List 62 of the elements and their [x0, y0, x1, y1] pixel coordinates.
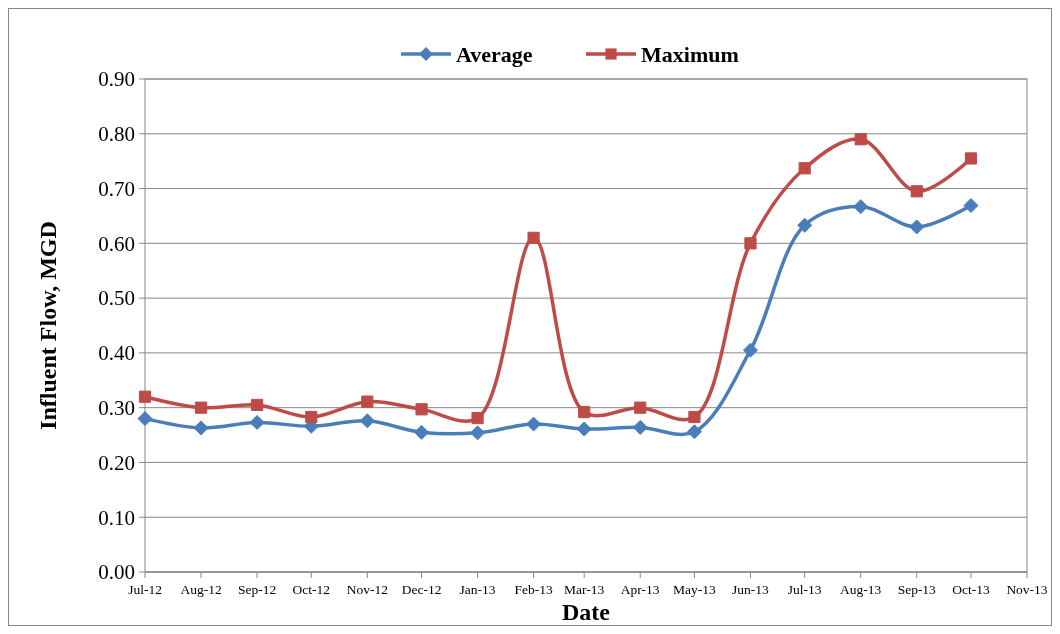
y-tick-label: 0.40 — [98, 341, 135, 366]
point — [527, 231, 540, 244]
point — [578, 405, 591, 419]
point — [910, 185, 923, 198]
point — [576, 421, 592, 437]
point — [470, 425, 486, 441]
y-tick-label: 0.30 — [98, 396, 135, 421]
y-tick-label: 0.00 — [98, 560, 135, 585]
point — [305, 410, 318, 424]
x-tick-label: May-13 — [673, 582, 717, 597]
point — [415, 403, 428, 416]
y-tick-label: 0.90 — [98, 67, 135, 92]
point — [138, 390, 152, 403]
x-tick-label: Oct-13 — [952, 582, 990, 597]
point — [193, 420, 209, 436]
point — [471, 411, 484, 425]
point — [250, 398, 264, 412]
point — [414, 424, 430, 440]
point — [744, 237, 757, 250]
x-tick-label: Jul-12 — [128, 582, 162, 597]
x-tick-label: Jul-13 — [787, 582, 822, 597]
x-tick-label: Oct-12 — [292, 582, 331, 597]
y-tick-label: 0.50 — [98, 286, 135, 311]
point — [632, 419, 648, 435]
point — [361, 395, 374, 408]
point — [686, 424, 702, 440]
x-tick-label: Mar-13 — [564, 582, 605, 597]
x-tick-label: Nov-13 — [1006, 582, 1048, 597]
point — [137, 411, 153, 427]
x-tick-label: Dec-12 — [401, 582, 442, 597]
y-tick-label: 0.20 — [98, 450, 135, 475]
x-tick-label: Jun-13 — [732, 582, 770, 597]
point — [798, 162, 811, 175]
point — [249, 414, 265, 430]
point — [797, 217, 813, 233]
x-tick-label: Nov-12 — [346, 582, 388, 597]
y-tick-label: 0.70 — [98, 176, 135, 201]
point — [359, 413, 375, 429]
x-axis-title: Date — [562, 599, 611, 625]
y-axis-title: Influent Flow, MGD — [35, 221, 61, 430]
legend-label: Average — [456, 41, 533, 67]
x-tick-label: Jan-13 — [459, 582, 496, 597]
point — [194, 401, 208, 414]
point — [853, 199, 869, 215]
point — [964, 152, 978, 165]
x-tick-label: Sep-13 — [897, 582, 937, 597]
y-tick-label: 0.60 — [98, 231, 135, 256]
legend-label: Maximum — [641, 41, 739, 67]
x-tick-label: Aug-12 — [180, 582, 222, 597]
point — [742, 342, 758, 358]
y-tick-label: 0.10 — [98, 505, 135, 530]
point — [526, 416, 542, 432]
point — [909, 219, 925, 235]
point — [688, 410, 701, 424]
x-tick-label: Apr-13 — [620, 582, 660, 597]
x-tick-label: Sep-12 — [237, 582, 277, 597]
point — [634, 401, 647, 414]
y-tick-label: 0.80 — [98, 122, 135, 147]
x-tick-label: Aug-13 — [840, 582, 882, 597]
point — [963, 198, 979, 214]
point — [854, 133, 867, 146]
x-tick-label: Feb-13 — [514, 582, 553, 597]
